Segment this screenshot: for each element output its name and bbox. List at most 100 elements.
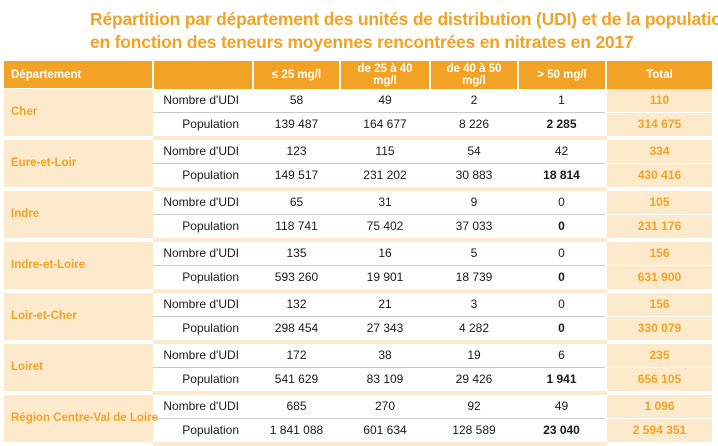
title-line-1: Répartition par département des unités d… (90, 9, 718, 29)
table-row-udi: Cher Nombre d'UDI 58 49 2 1 110 (4, 88, 712, 140)
value-cell: 541 629 (253, 367, 340, 395)
value-cell: 4 282 (430, 316, 518, 344)
row-type-label: Population (153, 214, 253, 242)
value-cell: 3 (430, 290, 518, 317)
header-blank (152, 61, 253, 89)
header-total: Total (605, 61, 712, 89)
header-40-50: de 40 à 50 mg/l (429, 61, 518, 89)
page-title: Répartition par département des unités d… (90, 8, 718, 54)
value-cell: 231 202 (340, 163, 430, 191)
value-cell: 5 (430, 239, 518, 266)
departement-name: Indre-et-Loire (4, 239, 153, 293)
value-cell: 0 (518, 239, 606, 266)
row-type-label: Nombre d'UDI (153, 188, 253, 215)
value-cell: 135 (253, 239, 340, 266)
value-cell: 42 (518, 137, 606, 164)
total-cell: 656 105 (605, 367, 712, 395)
value-cell: 37 033 (430, 214, 518, 242)
value-cell: 29 426 (430, 367, 518, 395)
table-row-population: Population 541 629 83 109 29 426 1 941 656 10… (4, 367, 712, 395)
value-cell: 1 (518, 88, 606, 113)
value-cell: 65 (253, 188, 340, 215)
table-row-population: Population 118 741 75 402 37 033 0 231 176 (4, 214, 712, 242)
value-cell: 115 (340, 137, 430, 164)
total-cell: 430 416 (605, 163, 712, 191)
total-cell: 334 (605, 137, 712, 164)
value-cell: 30 883 (430, 163, 518, 191)
value-cell: 123 (253, 137, 340, 164)
departement-name: Région Centre-Val de Loire (4, 392, 158, 446)
departement-name: Indre (4, 188, 153, 242)
row-type-label: Nombre d'UDI (153, 392, 253, 419)
value-cell: 92 (430, 392, 518, 419)
table-row-udi: Loir-et-Cher Nombre d'UDI 132 21 3 0 156 (4, 290, 712, 344)
nitrates-table: Département ≤ 25 mg/l de 25 à 40 mg/l de… (4, 61, 712, 446)
value-cell: 21 (340, 290, 430, 317)
total-cell: 330 079 (605, 316, 712, 344)
header-gt-50: > 50 mg/l (517, 61, 606, 89)
total-cell: 105 (605, 188, 712, 215)
value-cell: 23 040 (518, 418, 606, 446)
value-cell: 49 (340, 88, 430, 113)
total-cell: 314 675 (605, 112, 712, 140)
value-cell: 0 (518, 188, 606, 215)
row-type-label: Nombre d'UDI (153, 239, 253, 266)
value-cell: 83 109 (340, 367, 430, 395)
value-cell: 270 (340, 392, 430, 419)
row-type-label: Nombre d'UDI (153, 290, 253, 317)
value-cell: 18 739 (430, 265, 518, 293)
value-cell: 27 343 (340, 316, 430, 344)
value-cell: 38 (340, 341, 430, 368)
value-cell: 18 814 (518, 163, 606, 191)
value-cell: 9 (430, 188, 518, 215)
table-row-udi: Loiret Nombre d'UDI 172 38 19 6 235 (4, 341, 712, 395)
row-type-label: Population (153, 265, 253, 293)
total-cell: 2 594 351 (605, 418, 712, 446)
value-cell: 128 589 (430, 418, 518, 446)
value-cell: 19 901 (340, 265, 430, 293)
row-type-label: Population (153, 112, 253, 140)
value-cell: 298 454 (253, 316, 340, 344)
departement-name: Loiret (4, 341, 153, 395)
total-cell: 110 (605, 88, 712, 113)
table-header-row: Département ≤ 25 mg/l de 25 à 40 mg/l de… (4, 61, 712, 89)
total-cell: 231 176 (605, 214, 712, 242)
row-type-label: Nombre d'UDI (153, 137, 253, 164)
value-cell: 58 (253, 88, 340, 113)
value-cell: 0 (518, 290, 606, 317)
row-type-label: Nombre d'UDI (153, 88, 253, 113)
table-row-udi: Indre Nombre d'UDI 65 31 9 0 105 (4, 188, 712, 242)
departement-name: Cher (4, 88, 153, 140)
value-cell: 0 (518, 265, 606, 293)
value-cell: 0 (518, 316, 606, 344)
row-type-label: Population (153, 316, 253, 344)
value-cell: 49 (518, 392, 606, 419)
table-row-population: Population 139 487 164 677 8 226 2 285 314 67… (4, 112, 712, 140)
table-row-udi: Eure-et-Loir Nombre d'UDI 123 115 54 42 334 (4, 137, 712, 191)
value-cell: 601 634 (340, 418, 430, 446)
value-cell: 16 (340, 239, 430, 266)
title-line-2: en fonction des teneurs moyennes rencont… (90, 32, 634, 52)
value-cell: 54 (430, 137, 518, 164)
departement-name: Eure-et-Loir (4, 137, 153, 191)
header-le-25: ≤ 25 mg/l (252, 61, 340, 89)
table-row-population: Population 593 260 19 901 18 739 0 631 900 (4, 265, 712, 293)
table-row-udi: Région Centre-Val de Loire Nombre d'UDI 68… (4, 392, 712, 446)
value-cell: 118 741 (253, 214, 340, 242)
value-cell: 2 (430, 88, 518, 113)
value-cell: 75 402 (340, 214, 430, 242)
total-cell: 156 (605, 290, 712, 317)
total-cell: 235 (605, 341, 712, 368)
value-cell: 8 226 (430, 112, 518, 140)
value-cell: 0 (518, 214, 606, 242)
value-cell: 31 (340, 188, 430, 215)
departement-name: Loir-et-Cher (4, 290, 153, 344)
value-cell: 2 285 (518, 112, 606, 140)
value-cell: 164 677 (340, 112, 430, 140)
row-type-label: Population (153, 418, 253, 446)
total-cell: 156 (605, 239, 712, 266)
value-cell: 685 (253, 392, 340, 419)
value-cell: 593 260 (253, 265, 340, 293)
value-cell: 139 487 (253, 112, 340, 140)
value-cell: 172 (253, 341, 340, 368)
